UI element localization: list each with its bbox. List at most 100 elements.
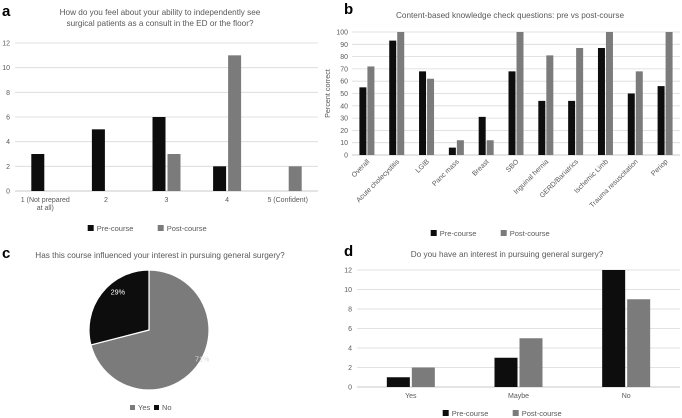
y-tick-label: 60 (340, 79, 348, 86)
y-tick-label: 10 (2, 65, 10, 72)
bar-pre-6 (538, 100, 546, 155)
y-tick-label: 4 (348, 346, 352, 353)
x-tick-label: 3 (165, 197, 169, 204)
pie-label-no: 29% (111, 287, 126, 296)
y-tick-label: 8 (348, 307, 352, 314)
x-tick-label: 2 (104, 197, 108, 204)
bar-post-1 (397, 32, 405, 155)
y-tick-label: 12 (344, 268, 352, 275)
legend-label-pre: Pre-course (440, 229, 477, 238)
legend-label-no: No (162, 403, 172, 412)
panel-letter-d: d (344, 243, 353, 260)
bar-pre-0 (359, 87, 367, 155)
legend-label-post: Post-course (522, 409, 562, 418)
bar-post-2 (427, 78, 435, 155)
bar-post-9 (635, 71, 643, 155)
chart-a: How do you feel about your ability to in… (2, 8, 318, 233)
bar-post-5 (516, 32, 524, 155)
bar-pre-0 (386, 377, 410, 387)
bar-post-0 (411, 367, 435, 387)
bar-post-7 (576, 47, 584, 155)
bar-pre-2 (602, 270, 626, 387)
bar-pre-1 (91, 129, 105, 191)
bar-post-2 (627, 299, 651, 387)
x-tick-label: Periop (650, 158, 669, 177)
legend-label-post: Post-course (167, 224, 207, 233)
legend-label-post: Post-course (510, 229, 550, 238)
bar-pre-3 (448, 147, 456, 155)
bar-post-8 (605, 32, 613, 155)
legend-swatch-pre (87, 225, 94, 231)
y-axis-label: Percent correct (323, 69, 332, 118)
y-tick-label: 8 (6, 90, 10, 97)
chart-d: Do you have an interest in pursuing gene… (344, 250, 680, 418)
bar-post-4 (486, 140, 494, 155)
bar-pre-0 (31, 154, 45, 191)
y-tick-label: 2 (348, 365, 352, 372)
chart-c: Has this course influenced your interest… (35, 251, 285, 412)
bar-post-0 (367, 66, 375, 155)
y-tick-label: 30 (340, 116, 348, 123)
bar-pre-3 (213, 166, 227, 191)
bar-post-3 (228, 55, 242, 192)
legend-swatch-pre (442, 410, 449, 416)
bar-pre-5 (508, 71, 516, 155)
bar-pre-8 (597, 47, 605, 155)
panel-letter-a: a (2, 3, 11, 20)
bar-pre-4 (478, 116, 486, 155)
y-tick-label: 50 (340, 91, 348, 98)
x-tick-label: Maybe (508, 393, 529, 400)
x-tick-label: 1 (Not prepared (21, 197, 70, 204)
y-tick-label: 40 (340, 103, 348, 110)
chart-title: Do you have an interest in pursuing gene… (411, 250, 604, 259)
y-tick-label: 0 (348, 385, 352, 392)
bar-pre-9 (627, 93, 635, 155)
x-tick-label: Overall (351, 158, 372, 179)
y-tick-label: 70 (340, 66, 348, 73)
legend-swatch-pre (430, 230, 437, 236)
y-tick-label: 6 (6, 115, 10, 122)
pie-slice-no (88, 269, 150, 346)
bar-post-3 (456, 140, 464, 155)
y-tick-label: 100 (336, 30, 348, 37)
y-tick-label: 0 (6, 189, 10, 196)
panel-letter-c: c (2, 245, 10, 262)
x-tick-label: Yes (405, 393, 417, 400)
y-tick-label: 10 (340, 140, 348, 147)
bar-pre-2 (152, 117, 166, 191)
bar-post-2 (167, 154, 181, 191)
chart-title: How do you feel about your ability to in… (60, 8, 261, 17)
y-tick-label: 90 (340, 42, 348, 49)
x-tick-label: SBO (505, 158, 521, 174)
legend-swatch-yes (130, 405, 135, 410)
y-tick-label: 12 (2, 41, 10, 48)
x-tick-label: Panc mass (431, 158, 461, 188)
bar-post-6 (546, 55, 554, 156)
y-tick-label: 0 (344, 153, 348, 160)
pie-slice-yes (90, 269, 210, 391)
pie-label-yes: 71% (195, 355, 210, 364)
legend-label-yes: Yes (138, 403, 150, 412)
legend-label-pre: Pre-course (97, 224, 134, 233)
y-tick-label: 2 (6, 164, 10, 171)
chart-title: Content-based knowledge check questions:… (396, 11, 624, 20)
x-tick-label: at all) (37, 205, 54, 212)
chart-title: Has this course influenced your interest… (35, 251, 285, 260)
x-tick-label: 4 (225, 197, 229, 204)
bar-pre-2 (419, 71, 427, 155)
legend-swatch-post (157, 225, 164, 231)
y-tick-label: 4 (6, 139, 10, 146)
legend-swatch-post (500, 230, 507, 236)
bar-pre-1 (494, 357, 518, 387)
y-tick-label: 80 (340, 54, 348, 61)
bar-pre-7 (568, 100, 576, 155)
x-tick-label: LGIB (415, 158, 431, 174)
x-tick-label: No (622, 393, 631, 400)
bar-post-1 (519, 338, 543, 387)
bar-post-10 (665, 32, 673, 155)
bar-pre-1 (389, 40, 397, 155)
legend-swatch-post (512, 410, 519, 416)
legend-label-pre: Pre-course (452, 409, 489, 418)
chart-title: surgical patients as a consult in the ED… (66, 19, 253, 28)
